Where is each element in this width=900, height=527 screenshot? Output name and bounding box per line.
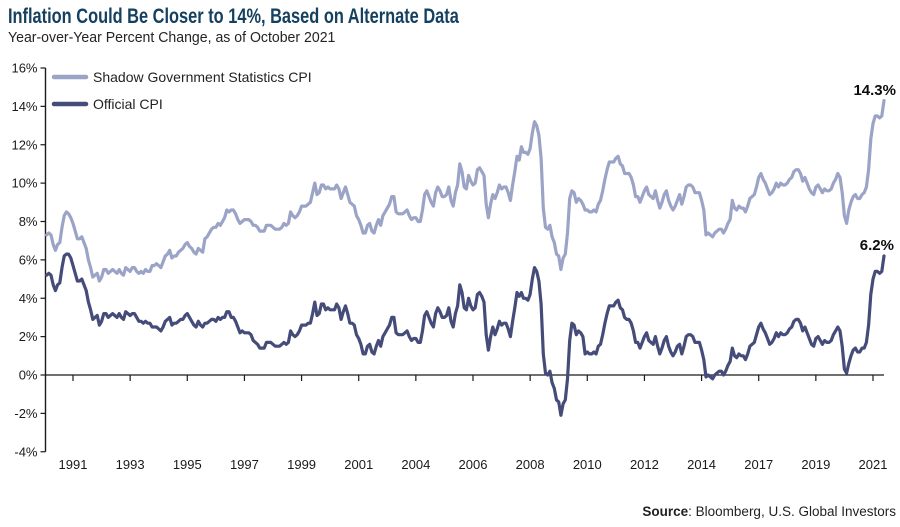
x-tick-label: 2019 (801, 457, 830, 472)
chart-subtitle: Year-over-Year Percent Change, as of Oct… (8, 29, 336, 46)
x-tick-label: 2001 (344, 457, 373, 472)
x-tick-label: 2021 (859, 457, 888, 472)
y-tick-label: 10% (11, 176, 37, 191)
x-tick-label: 2008 (516, 457, 545, 472)
source-text: : Bloomberg, U.S. Global Investors (688, 504, 896, 519)
official-cpi-line (45, 252, 886, 417)
y-tick-label: 6% (19, 252, 38, 267)
x-tick-label: 1999 (287, 457, 316, 472)
x-tick-label: 1997 (230, 457, 259, 472)
shadow-stats-cpi-line (45, 99, 886, 283)
shadow-stats-end-value-label: 14.3% (853, 82, 896, 99)
y-tick-label: -2% (14, 406, 38, 421)
y-tick-label: 2% (19, 329, 38, 344)
y-tick-label: -4% (14, 444, 38, 459)
legend: Shadow Government Statistics CPI Officia… (51, 69, 312, 112)
x-tick-label: 2010 (573, 457, 602, 472)
y-tick-label: 16% (11, 61, 37, 76)
y-axis-ticks: 16% 14% 12% 10% 8% 6% 4% 2% 0% -2% -4% (11, 61, 46, 459)
y-tick-label: 12% (11, 137, 37, 152)
x-tick-label: 2004 (401, 457, 430, 472)
x-tick-label: 1991 (59, 457, 88, 472)
x-axis-ticks: 1991 1993 1995 1997 1999 2001 2004 2006 2008 2010… (59, 375, 888, 472)
y-tick-label: 14% (11, 99, 37, 114)
official-cpi-end-value-label: 6.2% (860, 237, 894, 254)
legend-label-shadow-stats: Shadow Government Statistics CPI (93, 69, 312, 85)
y-tick-label: 4% (19, 291, 38, 306)
source-label: Source (642, 504, 689, 519)
x-tick-label: 2017 (744, 457, 773, 472)
source-note: Source: Bloomberg, U.S. Global Investors (642, 504, 896, 519)
x-tick-label: 2012 (630, 457, 659, 472)
chart-title: Inflation Could Be Closer to 14%, Based … (8, 5, 459, 28)
x-tick-label: 2006 (459, 457, 488, 472)
legend-label-official-cpi: Official CPI (93, 96, 163, 112)
x-tick-label: 1995 (173, 457, 202, 472)
x-tick-label: 2014 (687, 457, 716, 472)
x-tick-label: 1993 (116, 457, 145, 472)
y-tick-label: 8% (19, 214, 38, 229)
y-tick-label: 0% (19, 368, 38, 383)
